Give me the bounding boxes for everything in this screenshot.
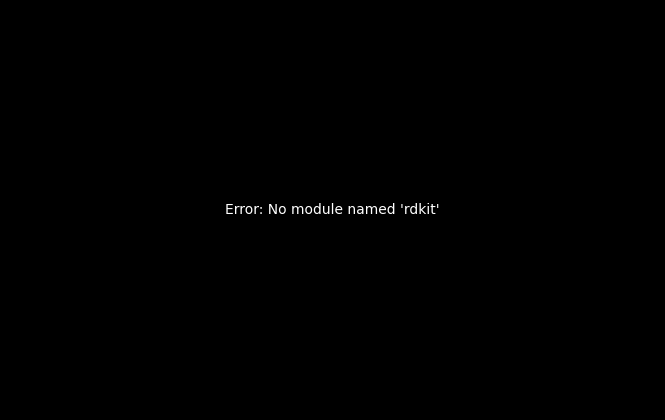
Text: Error: No module named 'rdkit': Error: No module named 'rdkit' bbox=[225, 203, 440, 217]
